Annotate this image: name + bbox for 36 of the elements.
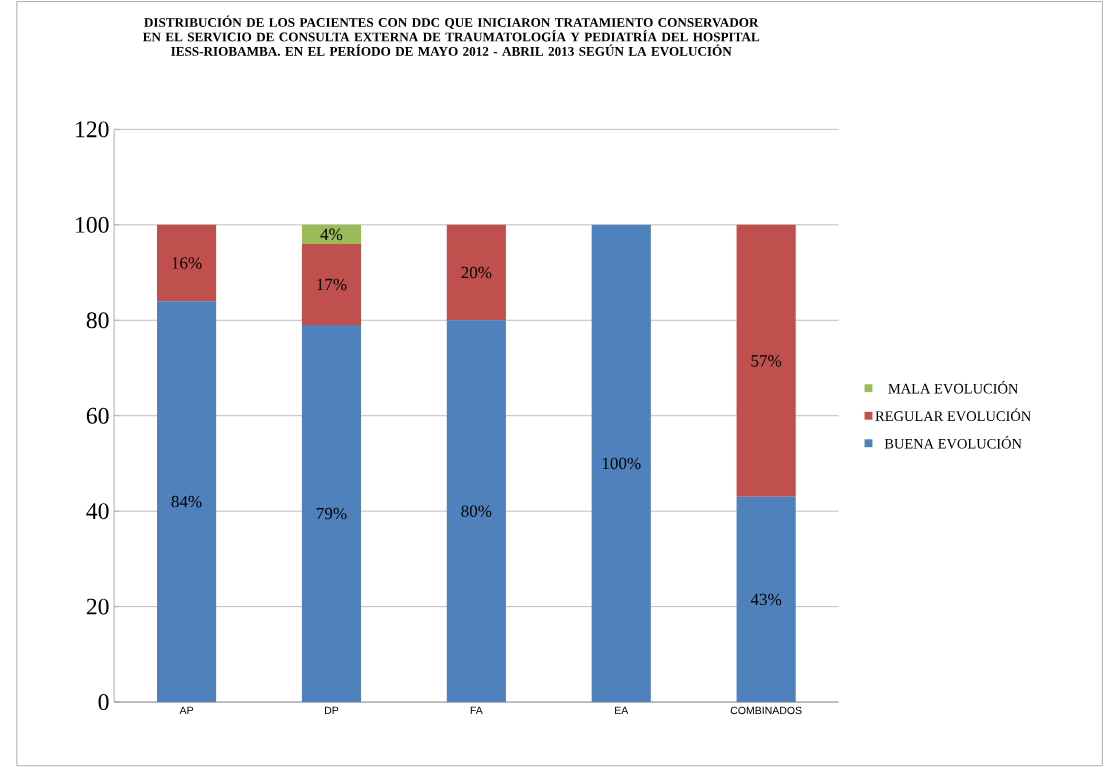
- data-label: 84%: [171, 495, 202, 508]
- chart-title: DISTRIBUCIÓN DE LOS PACIENTES CON DDC QUE INICIARON TRATAMIENTO CONSERVADOR EN EL SERVICIO DE CONSULTA EXTERNA DE TRAUMATOLOGÍA Y PEDIATRÍA DEL HOSPITAL IESS-RIOBAMBA. EN EL PERÍODO DE MAYO 2012 - ABRIL 2013 SEGÚN LA EVOLUCIÓN: [142, 15, 760, 56]
- data-label: 80%: [461, 505, 492, 517]
- y-tick-label: 40: [86, 503, 109, 519]
- bar: [591, 224, 651, 702]
- bar: [446, 320, 506, 702]
- y-tick-label: 120: [76, 121, 109, 138]
- x-tick-label: EA: [615, 706, 629, 714]
- bar: [301, 324, 362, 702]
- data-label: 4%: [320, 228, 343, 240]
- x-tick-label: FA: [470, 706, 483, 714]
- data-label: 20%: [461, 266, 492, 279]
- data-label: 17%: [317, 278, 347, 291]
- x-tick-label: COMBINADOS: [730, 706, 802, 714]
- bar: [446, 224, 506, 321]
- bar: [736, 224, 796, 497]
- data-label: 79%: [316, 507, 347, 520]
- data-label: 100%: [602, 457, 641, 470]
- bar: [301, 243, 362, 325]
- bar: [157, 301, 217, 702]
- legend-label: BUENA EVOLUCIÓN: [884, 435, 1022, 449]
- x-tick-label: AP: [179, 706, 194, 714]
- y-tick-label: 0: [98, 693, 109, 710]
- bar: [157, 224, 217, 301]
- data-label: 57%: [751, 354, 782, 367]
- data-label: 43%: [750, 593, 782, 606]
- y-tick-label: 60: [86, 407, 109, 424]
- y-tick-label: 100: [76, 216, 109, 233]
- legend-label: MALA EVOLUCIÓN: [888, 380, 1019, 394]
- data-label: 16%: [172, 257, 202, 269]
- bar: [301, 224, 362, 244]
- x-tick-label: DP: [325, 706, 339, 714]
- legend-label: REGULAR EVOLUCIÓN: [875, 408, 1031, 421]
- y-tick-label: 20: [86, 598, 109, 615]
- y-tick-label: 80: [86, 312, 109, 329]
- bar: [736, 496, 796, 702]
